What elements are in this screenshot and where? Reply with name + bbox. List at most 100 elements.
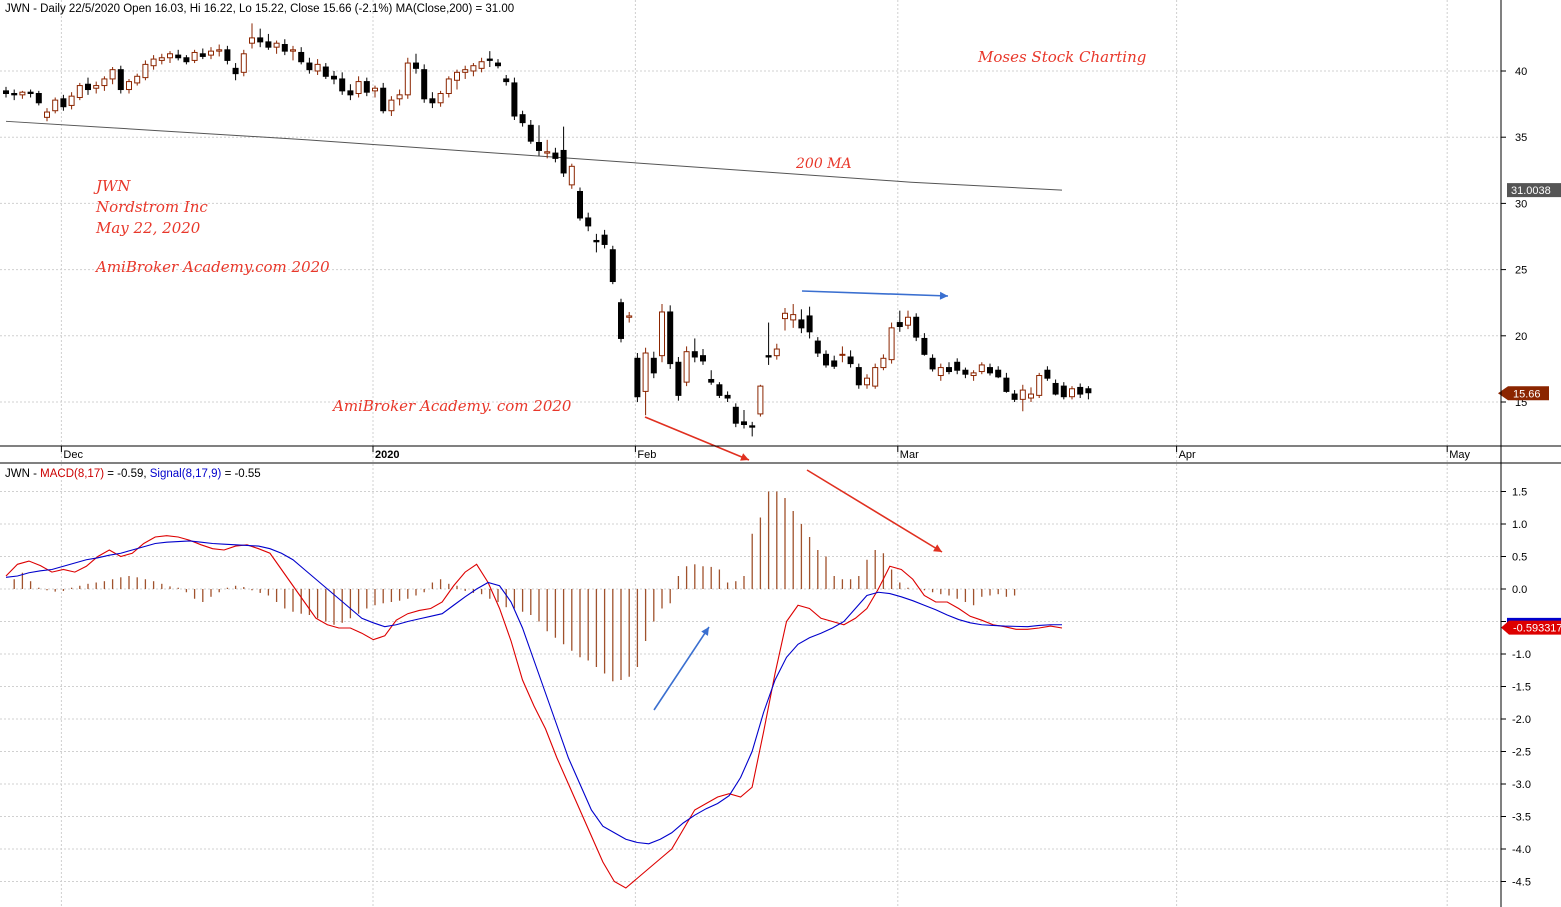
macd-tick-label: 1.0: [1512, 519, 1527, 531]
macd-up-arrow: [653, 626, 710, 711]
macd-line: [5, 535, 1063, 889]
candle-down: [503, 78, 510, 83]
candle-up: [109, 69, 116, 80]
candle-down: [363, 81, 370, 93]
candle-down: [896, 322, 903, 328]
candle-down: [601, 234, 608, 245]
candle-up: [1019, 389, 1026, 400]
candle-down: [486, 58, 493, 61]
candle-down: [732, 406, 739, 424]
candle-down: [618, 302, 624, 339]
macd-tick-label: -2.5: [1512, 747, 1531, 759]
candle-down: [675, 361, 682, 396]
macd-down-arrow: [806, 469, 943, 553]
price-down-arrow-head: [740, 453, 749, 461]
candle-down: [257, 37, 264, 43]
title-part: JWN - Daily 22/5/2020 Open 16.03, Hi 16.…: [5, 3, 396, 15]
trend-arrows: [644, 290, 949, 711]
candle-down: [265, 41, 272, 48]
candles: [3, 23, 1092, 437]
candle-down: [11, 93, 18, 96]
candle-up: [372, 87, 378, 92]
ma-annotation: 200 MA: [795, 156, 852, 172]
candle-down: [429, 98, 436, 104]
macd-tick-label: -1.5: [1512, 682, 1531, 694]
macd-tick-label: -4.0: [1512, 844, 1531, 856]
price-marker-label: 15.66: [1513, 388, 1541, 400]
candle-down: [1077, 386, 1084, 395]
candle-up: [437, 93, 444, 104]
brand-annotation: Moses Stock Charting: [977, 48, 1146, 66]
candle-down: [585, 217, 592, 227]
candle-up: [864, 377, 870, 386]
candle-up: [544, 151, 551, 154]
macd-tick-label: -4.5: [1512, 877, 1531, 889]
candle-down: [806, 315, 813, 333]
candle-down: [946, 367, 952, 373]
macd-tick-label: 1.5: [1512, 487, 1527, 499]
candle-up: [93, 85, 100, 89]
candle-down: [527, 124, 534, 142]
ma-marker-label: 31.0038: [1511, 185, 1551, 197]
candle-up: [216, 49, 223, 52]
candle-up: [158, 57, 165, 61]
candle-down: [224, 49, 231, 61]
candle-up: [355, 81, 362, 95]
candle-up: [208, 50, 214, 56]
candle-down: [929, 357, 936, 370]
date-tick-label: Mar: [900, 449, 919, 461]
price-down-arrow: [644, 416, 750, 461]
candle-up: [757, 385, 764, 415]
company-annotation: Nordstrom Inc: [95, 198, 208, 216]
candle-down: [413, 62, 419, 69]
site-annotation-2: AmiBroker Academy. com 2020: [331, 397, 572, 415]
candle-down: [175, 54, 182, 59]
candle-up: [683, 351, 690, 383]
candle-down: [1052, 382, 1059, 395]
title-part: = -0.59,: [104, 468, 150, 480]
candle-down: [995, 369, 1002, 378]
candle-down: [716, 384, 723, 396]
candle-up: [126, 81, 132, 91]
ma-marker-badge: [1507, 183, 1561, 198]
candle-up: [970, 372, 977, 377]
ticker-annotation: JWN: [93, 177, 131, 195]
candle-up: [888, 327, 895, 361]
candle-up: [782, 312, 788, 320]
candle-down: [511, 82, 518, 117]
candle-down: [987, 367, 993, 374]
candle-up: [659, 311, 665, 357]
title-part: = -0.55: [221, 468, 260, 480]
candle-up: [76, 85, 83, 98]
price-tick-label: 40: [1515, 66, 1527, 78]
candle-down: [1044, 369, 1051, 379]
title-part: MA(Close,200) = 31.00: [396, 3, 515, 15]
candle-down: [831, 360, 838, 367]
candle-down: [700, 355, 706, 362]
price-panel-bg: [0, 0, 1501, 446]
candle-up: [937, 367, 944, 377]
annotations: Moses Stock Charting 200 MA JWN Nordstro…: [93, 48, 1146, 415]
price-tick-label: 35: [1515, 132, 1527, 144]
candle-down: [577, 190, 583, 219]
date-tick-label: Apr: [1179, 449, 1196, 461]
candle-up: [150, 58, 157, 67]
candle-down: [798, 319, 805, 329]
candle-down: [650, 357, 657, 374]
candle-down: [322, 66, 329, 77]
candle-down: [1011, 393, 1018, 400]
macd-tick-label: -1.0: [1512, 649, 1531, 661]
candle-up: [273, 42, 280, 48]
candle-down: [855, 367, 862, 386]
title-part: JWN -: [5, 468, 40, 480]
candle-down: [954, 361, 961, 371]
candle-up: [249, 37, 255, 44]
candle-down: [749, 425, 756, 428]
candle-down: [708, 378, 715, 383]
candle-down: [495, 62, 501, 67]
candle-down: [1003, 377, 1010, 392]
candle-up: [1028, 393, 1034, 399]
candle-down: [60, 98, 67, 108]
macd-lines: [5, 535, 1063, 889]
